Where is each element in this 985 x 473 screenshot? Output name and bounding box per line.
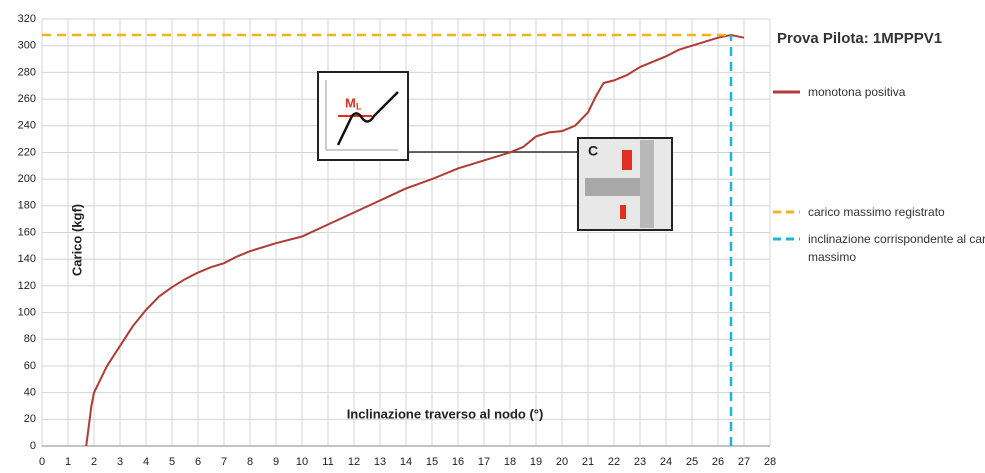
y-tick-label: 120 — [18, 280, 36, 292]
x-tick-label: 5 — [169, 456, 175, 468]
y-tick-label: 100 — [18, 306, 36, 318]
x-tick-label: 15 — [426, 456, 438, 468]
y-tick-label: 0 — [30, 440, 36, 452]
inset-symbol: M — [345, 95, 356, 110]
x-tick-label: 6 — [195, 456, 201, 468]
x-tick-label: 16 — [452, 456, 464, 468]
y-tick-label: 160 — [18, 226, 36, 238]
x-tick-label: 21 — [582, 456, 594, 468]
x-tick-label: 10 — [296, 456, 308, 468]
inset-diagram: M L — [317, 71, 409, 161]
y-tick-label: 20 — [24, 413, 36, 425]
x-tick-label: 3 — [117, 456, 123, 468]
y-tick-label: 180 — [18, 200, 36, 212]
x-tick-label: 1 — [65, 456, 71, 468]
y-tick-label: 300 — [18, 40, 36, 52]
x-tick-label: 7 — [221, 456, 227, 468]
x-tick-label: 25 — [686, 456, 698, 468]
y-tick-label: 60 — [24, 360, 36, 372]
y-tick-label: 320 — [18, 13, 36, 25]
x-tick-label: 12 — [348, 456, 360, 468]
x-tick-label: 17 — [478, 456, 490, 468]
y-tick-label: 40 — [24, 387, 36, 399]
chart-title: Prova Pilota: 1MPPPV1 — [777, 30, 943, 47]
legend-label: inclinazione corrispondente al carico ma… — [808, 232, 985, 264]
x-tick-label: 19 — [530, 456, 542, 468]
inset-subscript: L — [356, 101, 362, 111]
y-axis-title: Carico (kgf) — [69, 204, 84, 276]
x-tick-label: 22 — [608, 456, 620, 468]
x-tick-label: 24 — [660, 456, 672, 468]
x-tick-label: 13 — [374, 456, 386, 468]
x-tick-label: 26 — [712, 456, 724, 468]
inset-photo: C — [577, 137, 673, 231]
y-tick-label: 240 — [18, 120, 36, 132]
x-tick-label: 2 — [91, 456, 97, 468]
x-tick-label: 9 — [273, 456, 279, 468]
y-tick-label: 200 — [18, 173, 36, 185]
x-tick-label: 28 — [764, 456, 776, 468]
legend-label: carico massimo registrato — [808, 205, 945, 219]
data-line — [85, 33, 745, 447]
y-tick-label: 140 — [18, 253, 36, 265]
x-axis-title: Inclinazione traverso al nodo (°) — [347, 406, 544, 421]
x-tick-label: 14 — [400, 456, 412, 468]
x-tick-label: 0 — [39, 456, 45, 468]
inset-label: C — [588, 143, 598, 159]
legend-label: monotona positiva — [808, 85, 906, 99]
x-tick-label: 23 — [634, 456, 646, 468]
x-tick-label: 18 — [504, 456, 516, 468]
y-tick-label: 80 — [24, 333, 36, 345]
x-tick-label: 27 — [738, 456, 750, 468]
y-tick-label: 260 — [18, 93, 36, 105]
x-tick-label: 8 — [247, 456, 253, 468]
x-tick-label: 11 — [322, 456, 333, 468]
y-tick-label: 220 — [18, 146, 36, 158]
x-tick-label: 20 — [556, 456, 568, 468]
x-tick-label: 4 — [143, 456, 149, 468]
y-tick-label: 280 — [18, 66, 36, 78]
